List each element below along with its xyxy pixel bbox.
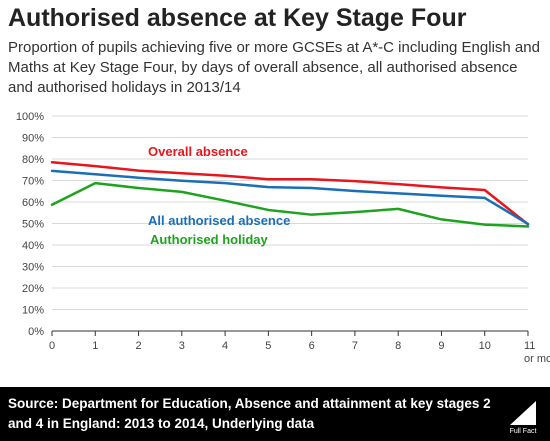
y-tick-label: 30% bbox=[22, 262, 44, 274]
y-tick-label: 0% bbox=[28, 326, 44, 338]
y-tick-label: 40% bbox=[22, 240, 44, 252]
y-tick-label: 50% bbox=[22, 219, 44, 231]
y-tick-label: 100% bbox=[16, 111, 44, 123]
series-label-holiday: Authorised holiday bbox=[150, 232, 269, 247]
x-tick-label: 4 bbox=[222, 340, 228, 352]
line-chart: 0% 10% 20% 30% 40% 50% 60% 70% 80% 90% 100% 0 1 2 3 4 5 6… bbox=[16, 111, 550, 365]
logo-text: Full Fact bbox=[510, 428, 537, 435]
series-line-overall bbox=[50, 160, 530, 226]
y-tick-label: 60% bbox=[22, 197, 44, 209]
y-tick-label: 10% bbox=[22, 305, 44, 317]
x-tick-label: 7 bbox=[352, 340, 358, 352]
x-tick-label: 2 bbox=[135, 340, 141, 352]
series-label-overall: Overall absence bbox=[148, 144, 248, 159]
x-tick-label: 0 bbox=[49, 340, 55, 352]
chart-title: Authorised absence at Key Stage Four bbox=[8, 4, 467, 32]
chart-subtitle: Proportion of pupils achieving five or m… bbox=[8, 39, 540, 96]
source-footer: Source: Department for Education, Absenc… bbox=[0, 387, 550, 441]
series-line-authorised bbox=[50, 169, 530, 226]
x-tick-label: 3 bbox=[179, 340, 185, 352]
series-label-authorised: All authorised absence bbox=[148, 213, 290, 228]
full-fact-logo: Full Fact bbox=[502, 393, 544, 435]
series-line-holiday bbox=[50, 181, 530, 228]
x-tick-label: 1 bbox=[92, 340, 98, 352]
y-tick-label: 90% bbox=[22, 133, 44, 145]
x-tick-label: 5 bbox=[265, 340, 271, 352]
y-tick-label: 20% bbox=[22, 283, 44, 295]
x-tick-label: 9 bbox=[438, 340, 444, 352]
source-text: Source: Department for Education, Absenc… bbox=[8, 396, 491, 431]
y-tick-label: 70% bbox=[22, 176, 44, 188]
full-fact-logo-icon bbox=[510, 401, 536, 425]
x-tick-label: 10 bbox=[479, 340, 491, 352]
x-tick-label: 6 bbox=[309, 340, 315, 352]
y-tick-label: 80% bbox=[22, 154, 44, 166]
x-tick-label: 8 bbox=[395, 340, 401, 352]
